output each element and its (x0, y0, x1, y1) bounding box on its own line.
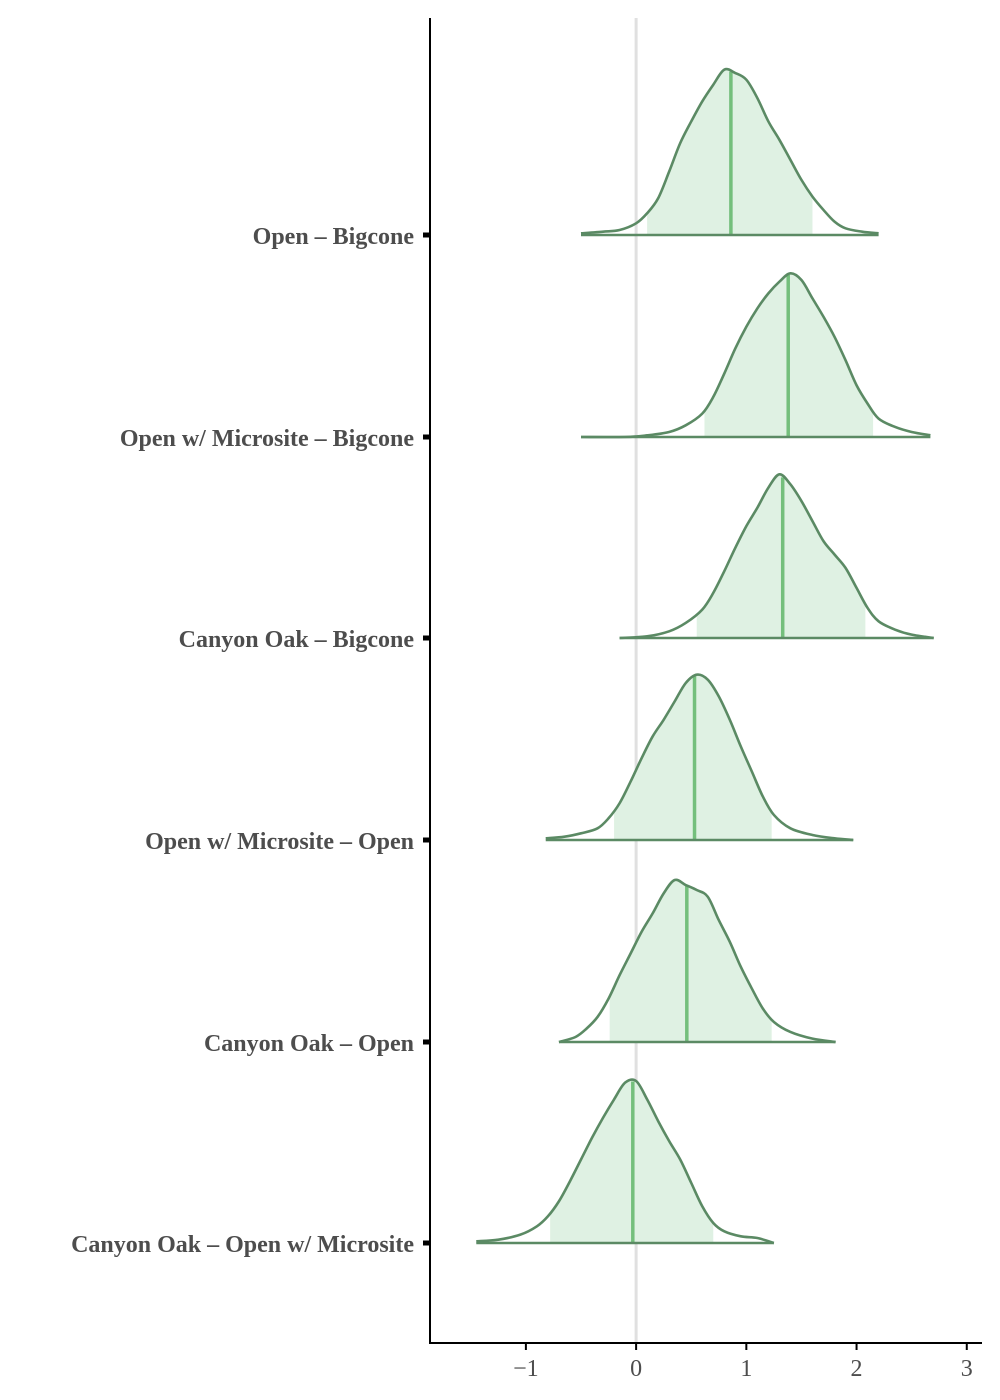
x-tick-label: 2 (851, 1356, 863, 1382)
density-curve (580, 272, 931, 439)
y-tick-label: Open w/ Microsite – Bigcone (120, 426, 415, 452)
density-ridge (580, 272, 931, 439)
density-ridge (580, 67, 879, 237)
density-curve (558, 878, 836, 1044)
density-ridge (545, 673, 854, 842)
x-tick-label: 1 (740, 1356, 752, 1382)
x-tick-label: −1 (513, 1356, 539, 1382)
density-ridge (558, 878, 836, 1044)
x-tick-label: 0 (630, 1356, 642, 1382)
axis-layer: Open – Bigcone Open w/ Microsite – Bigcon… (71, 18, 982, 1382)
x-tick-label: 3 (961, 1356, 973, 1382)
density-curve (545, 673, 854, 842)
density-layer (476, 67, 934, 1245)
density-curve (476, 1078, 775, 1245)
density-ridge (619, 473, 934, 640)
credible-interval-fill (609, 879, 772, 1042)
density-curve (580, 67, 879, 235)
density-curve (619, 473, 934, 640)
y-tick-label: Open – Bigcone (253, 224, 415, 250)
y-tick-label: Canyon Oak – Open (204, 1031, 414, 1057)
y-tick-label: Open w/ Microsite – Open (145, 829, 414, 855)
y-tick-label: Canyon Oak – Bigcone (179, 627, 415, 653)
density-ridge (476, 1078, 775, 1245)
y-tick-label: Canyon Oak – Open w/ Microsite (71, 1232, 414, 1258)
